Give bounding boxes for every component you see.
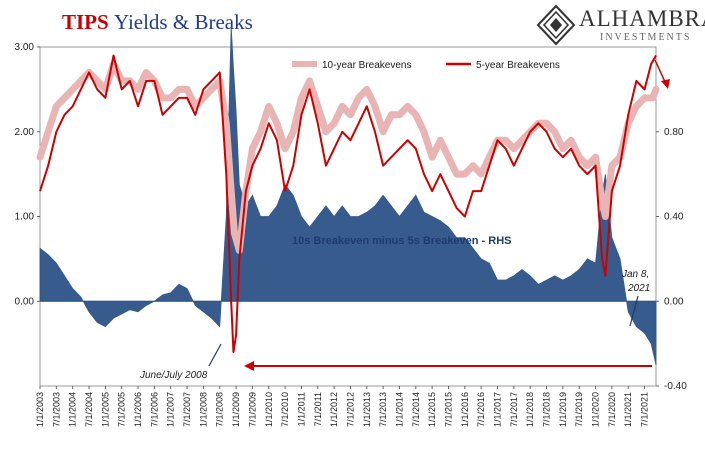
y-left-tick-label: 1.00 [15,212,35,223]
y-right-tick-label: 0.80 [664,127,684,138]
annotation-jan-8-line2: 2021 [627,283,650,294]
alhambra-logo: ALHAMBRA INVESTMENTS [536,4,705,46]
spread-area [39,25,657,365]
x-tick-label: 7/1/2020 [607,392,617,427]
y-right-tick-label: -0.40 [664,381,687,392]
x-tick-label: 7/1/2009 [247,392,257,427]
diamond-logo-icon [536,4,576,46]
x-tick-label: 1/1/2012 [329,392,339,427]
x-tick-label: 1/1/2008 [198,392,208,427]
x-tick-label: 1/1/2010 [264,392,274,427]
x-tick-label: 1/1/2003 [35,392,45,427]
chart-marks [36,25,660,365]
series-10y-breakevens [36,60,660,254]
x-tick-label: 1/1/2011 [296,392,306,426]
title-part-blue: Yields & Breaks [113,10,253,34]
logo-brand-text: ALHAMBRA [579,6,705,31]
red-corner-arrow-head [661,79,670,89]
red-arrow-head [244,361,254,371]
y-left-tick-label: 3.00 [15,42,35,53]
x-tick-label: 7/1/2003 [51,392,61,427]
x-tick-label: 7/1/2006 [149,392,159,427]
x-tick-label: 1/1/2014 [394,392,404,427]
x-tick-label: 7/1/2019 [574,392,584,427]
legend-10y-label: 10-year Breakevens [322,60,412,71]
x-tick-label: 1/1/2017 [493,392,503,427]
x-tick-label: 1/1/2009 [231,392,241,427]
x-tick-label: 1/1/2020 [591,392,601,427]
annotation-jan-8-line1: Jan 8, [621,269,649,280]
spread-series-label: 10s Breakeven minus 5s Breakeven - RHS [292,235,512,247]
y-left-tick-label: 0.00 [15,296,35,307]
x-tick-label: 7/1/2012 [345,392,355,427]
x-tick-label: 7/1/2014 [411,392,421,427]
x-tick-label: 7/1/2015 [443,392,453,427]
x-tick-label: 7/1/2017 [509,392,519,427]
red-corner-arrow-line [654,59,667,85]
x-tick-label: 1/1/2007 [166,392,176,427]
y-right-tick-label: 0.00 [664,296,684,307]
series-5y-breakevens [39,54,657,354]
x-tick-label: 1/1/2018 [525,392,535,427]
x-tick-label: 1/1/2016 [460,392,470,427]
x-tick-label: 7/1/2010 [280,392,290,427]
x-tick-label: 1/1/2006 [133,392,143,427]
annotation-jan-8-pointer [629,295,639,327]
x-tick-label: 1/1/2013 [362,392,372,427]
x-tick-label: 1/1/2015 [427,392,437,427]
annotation-june-july-2008: June/July 2008 [139,370,208,381]
chart-axes: 3.00 2.00 1.00 0.00 0.80 0.40 0.00 -0.40 1/1/200… [15,42,688,427]
annotation-2008-pointer [208,343,222,367]
x-tick-label: 7/1/2013 [378,392,388,427]
chart-title: TIPS Yields & Breaks [62,10,253,35]
legend-5y-label: 5-year Breakevens [476,60,560,71]
title-part-red: TIPS [62,10,109,34]
x-tick-label: 7/1/2011 [313,392,323,426]
x-tick-label: 1/1/2004 [68,392,78,427]
x-tick-label: 1/1/2005 [100,392,110,427]
chart-annotations: 10s Breakeven minus 5s Breakeven - RHS J… [139,59,670,381]
y-right-tick-label: 0.40 [664,212,684,223]
x-tick-label: 7/1/2021 [640,392,650,427]
x-tick-label: 7/1/2004 [84,392,94,427]
x-tick-label: 7/1/2018 [542,392,552,427]
y-left-tick-label: 2.00 [15,127,35,138]
chart-legend: 10-year Breakevens 5-year Breakevens [292,60,560,71]
x-tick-label: 7/1/2016 [476,392,486,427]
x-tick-label: 1/1/2019 [558,392,568,427]
x-tick-label: 7/1/2007 [182,392,192,427]
x-tick-label: 1/1/2021 [623,392,633,427]
logo-sub-text: INVESTMENTS [600,32,692,43]
x-tick-label: 7/1/2008 [215,392,225,427]
x-tick-label: 7/1/2005 [117,392,127,427]
